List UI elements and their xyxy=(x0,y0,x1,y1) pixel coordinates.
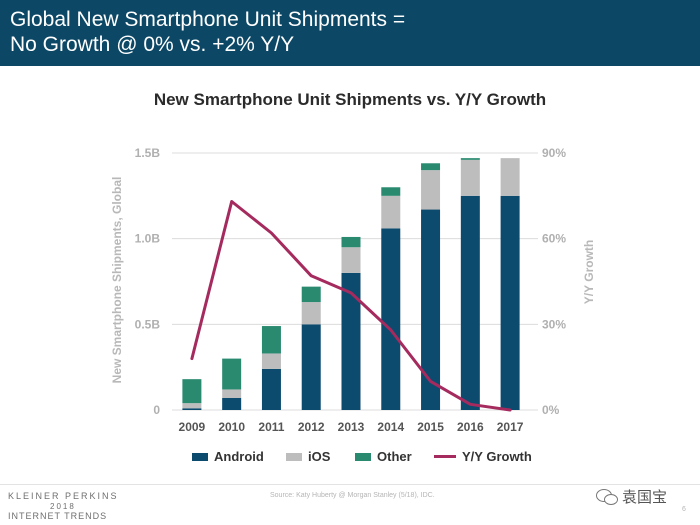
legend-label-yy-growth: Y/Y Growth xyxy=(462,449,532,464)
brand-logo: KLEINER PERKINS 2018 INTERNET TRENDS xyxy=(8,491,119,522)
footer-divider xyxy=(0,484,700,485)
x-tick: 2009 xyxy=(179,420,206,434)
bar-other-2010 xyxy=(222,358,242,390)
legend-label-android: Android xyxy=(214,449,264,464)
bar-ios-2015 xyxy=(421,170,441,210)
y-tick-right: 30% xyxy=(542,317,566,331)
x-tick: 2010 xyxy=(218,420,245,434)
legend-item-ios: iOS xyxy=(286,449,330,464)
chart-title: New Smartphone Unit Shipments vs. Y/Y Gr… xyxy=(153,90,547,109)
bar-other-2013 xyxy=(341,236,361,248)
yy-growth-line xyxy=(190,200,512,412)
y-axis-label-right: Y/Y Growth xyxy=(582,240,596,304)
y-tick-left: 0.5B xyxy=(135,317,161,331)
brand-report: INTERNET TRENDS xyxy=(8,511,108,521)
x-tick: 2012 xyxy=(298,420,325,434)
bar-ios-2011 xyxy=(261,353,281,369)
bar-android-2011 xyxy=(261,368,281,410)
x-tick: 2011 xyxy=(258,420,284,434)
bar-ios-2013 xyxy=(341,247,361,273)
bar-ios-2016 xyxy=(460,159,480,196)
bar-ios-2009 xyxy=(182,403,202,409)
bar-other-2014 xyxy=(381,187,401,196)
source-note: Source: Katy Huberty @ Morgan Stanley (5… xyxy=(270,492,435,499)
x-tick: 2013 xyxy=(338,420,365,434)
page-number: 6 xyxy=(682,506,686,513)
bars xyxy=(182,158,520,410)
bar-other-2015 xyxy=(421,163,441,171)
bar-ios-2014 xyxy=(381,195,401,229)
bar-other-2012 xyxy=(301,286,321,303)
bar-other-2009 xyxy=(182,379,202,404)
bar-android-2012 xyxy=(301,324,321,410)
x-tick: 2015 xyxy=(417,420,444,434)
bar-other-2016 xyxy=(460,158,480,160)
x-tick: 2017 xyxy=(497,420,524,434)
right-axis-ticks: 0% 30% 60% 90% xyxy=(542,146,566,417)
legend-swatch-other xyxy=(355,452,371,461)
legend-swatch-android xyxy=(192,452,208,461)
bar-android-2015 xyxy=(421,209,441,410)
bar-ios-2010 xyxy=(222,389,242,399)
bar-ios-2012 xyxy=(301,302,321,325)
y-tick-left: 1.0B xyxy=(135,232,161,246)
left-axis-ticks: 0 0.5B 1.0B 1.5B xyxy=(135,146,161,417)
slide-title-line-1: Global New Smartphone Unit Shipments = xyxy=(10,8,406,31)
chart-legend: Android iOS Other Y/Y Growth xyxy=(0,449,700,467)
y-tick-right: 90% xyxy=(542,146,566,160)
bar-android-2016 xyxy=(460,195,480,410)
legend-label-ios: iOS xyxy=(308,449,331,464)
legend-label-other: Other xyxy=(377,449,412,464)
wechat-icon xyxy=(596,488,618,505)
bar-android-2009 xyxy=(182,408,202,410)
y-tick-right: 0% xyxy=(542,403,560,417)
x-tick: 2016 xyxy=(457,420,484,434)
y-tick-right: 60% xyxy=(542,232,566,246)
legend-item-android: Android xyxy=(192,449,264,464)
x-tick: 2014 xyxy=(377,420,404,434)
y-tick-left: 0 xyxy=(153,403,160,417)
watermark-text: 袁国宝 xyxy=(622,489,668,506)
bar-android-2010 xyxy=(222,398,242,410)
slide-header: Global New Smartphone Unit Shipments = N… xyxy=(0,0,700,66)
x-axis-ticks: 2009 2010 2011 2012 2013 2014 2015 2016 2017 xyxy=(179,420,524,434)
slide-title-line-2: No Growth @ 0% vs. +2% Y/Y xyxy=(10,33,295,56)
bar-android-2014 xyxy=(381,228,401,410)
brand-name: KLEINER PERKINS xyxy=(8,491,119,501)
legend-swatch-ios xyxy=(286,452,302,461)
bar-other-2011 xyxy=(261,326,281,354)
brand-year: 2018 xyxy=(50,502,76,511)
bar-ios-2017 xyxy=(500,158,520,196)
watermark: 袁国宝 xyxy=(596,486,667,507)
legend-item-yy-growth: Y/Y Growth xyxy=(434,449,532,464)
legend-item-other: Other xyxy=(355,449,412,464)
legend-swatch-yy-growth xyxy=(434,455,456,458)
y-axis-label-left: New Smartphone Shipments, Global xyxy=(110,177,124,384)
bar-android-2013 xyxy=(341,272,361,410)
y-tick-left: 1.5B xyxy=(135,146,161,160)
bar-android-2017 xyxy=(500,195,520,410)
